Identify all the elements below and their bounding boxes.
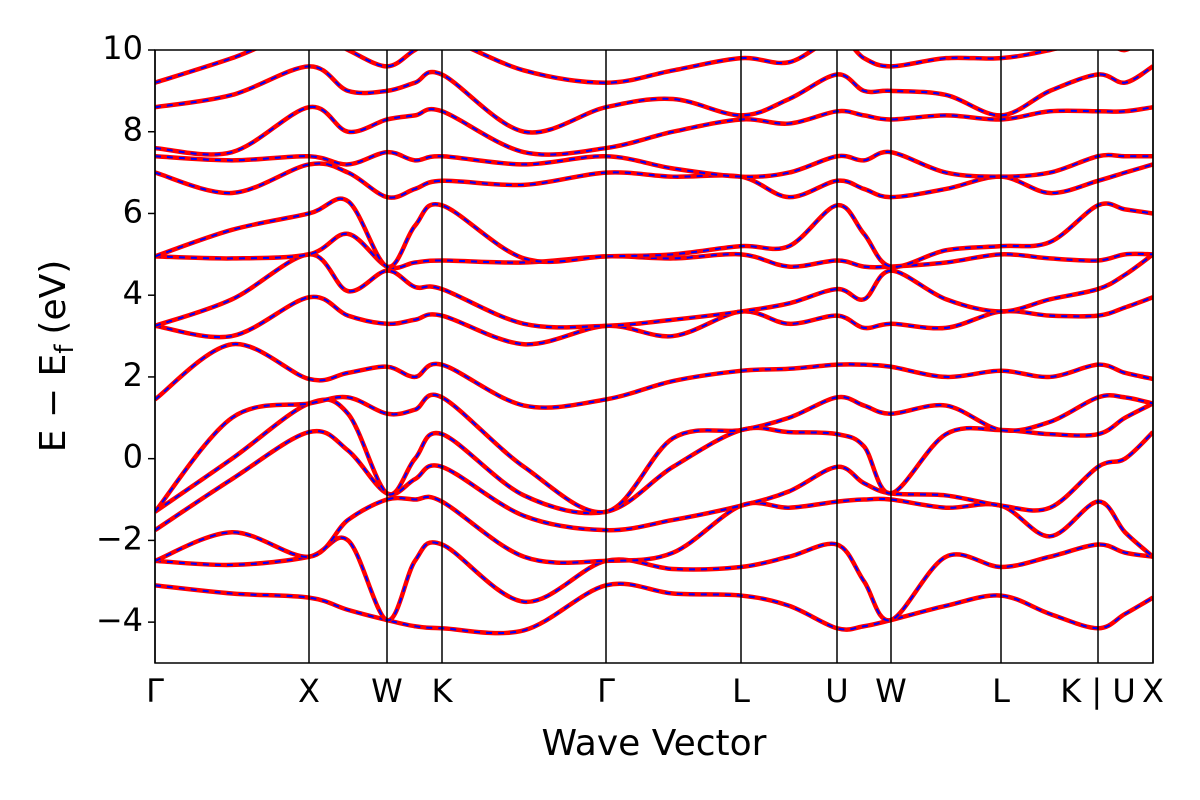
y-label-main: E − E xyxy=(33,354,74,453)
band-line-dashed xyxy=(155,106,1153,156)
y-tick-label: −2 xyxy=(96,519,143,557)
y-label-unit: (eV) xyxy=(33,260,74,335)
y-axis-label: E − Ef (eV) xyxy=(33,260,80,453)
y-tick-label: 8 xyxy=(123,111,143,149)
x-tick-label: W xyxy=(875,672,907,710)
x-tick-label: K xyxy=(432,672,454,710)
band-line-dashed xyxy=(155,582,1153,635)
x-tick-label: L xyxy=(732,672,750,710)
x-tick-label: L xyxy=(992,672,1010,710)
x-tick-label: K | U xyxy=(1060,672,1136,710)
band-line-dashed xyxy=(155,50,1129,84)
band-line-dashed xyxy=(155,536,1153,622)
band-line-dashed xyxy=(155,162,1153,199)
y-label-sub: f xyxy=(50,344,80,354)
x-tick-label: U xyxy=(825,672,848,710)
band-line xyxy=(155,535,1153,623)
y-tick-label: 10 xyxy=(102,29,143,67)
axes-frame xyxy=(154,49,1154,664)
y-tick-label: 4 xyxy=(123,274,143,312)
band-line xyxy=(155,252,1153,330)
band-line-dashed xyxy=(155,343,1153,409)
band-line xyxy=(155,392,1153,515)
x-axis-label: Wave Vector xyxy=(542,723,767,764)
x-tick-label: Γ xyxy=(597,672,615,710)
band-line xyxy=(155,581,1153,636)
band-line-dashed xyxy=(155,393,1153,514)
band-line-dashed xyxy=(155,495,1153,564)
band-line-dashed xyxy=(155,232,1153,270)
band-line-dashed xyxy=(155,150,1153,178)
y-tick-label: 6 xyxy=(123,192,143,230)
band-line-dashed xyxy=(155,197,1153,268)
band-line-dashed xyxy=(155,253,1153,329)
x-tick-label: X xyxy=(1142,672,1164,710)
band-line-dashed xyxy=(155,430,1153,532)
y-tick-label: 0 xyxy=(123,438,143,476)
band-line xyxy=(155,50,1132,85)
band-line xyxy=(155,161,1153,200)
y-tick-label: 2 xyxy=(123,356,143,394)
x-tick-label: W xyxy=(371,672,403,710)
x-tick-label: X xyxy=(298,672,320,710)
plot-area xyxy=(155,50,1153,636)
x-tick-label: Γ xyxy=(146,672,164,710)
band-line xyxy=(155,231,1153,271)
band-line xyxy=(155,341,1153,410)
y-tick-label: −4 xyxy=(96,601,143,639)
band-line-dashed xyxy=(155,295,1153,346)
band-line-dashed xyxy=(155,65,1153,134)
